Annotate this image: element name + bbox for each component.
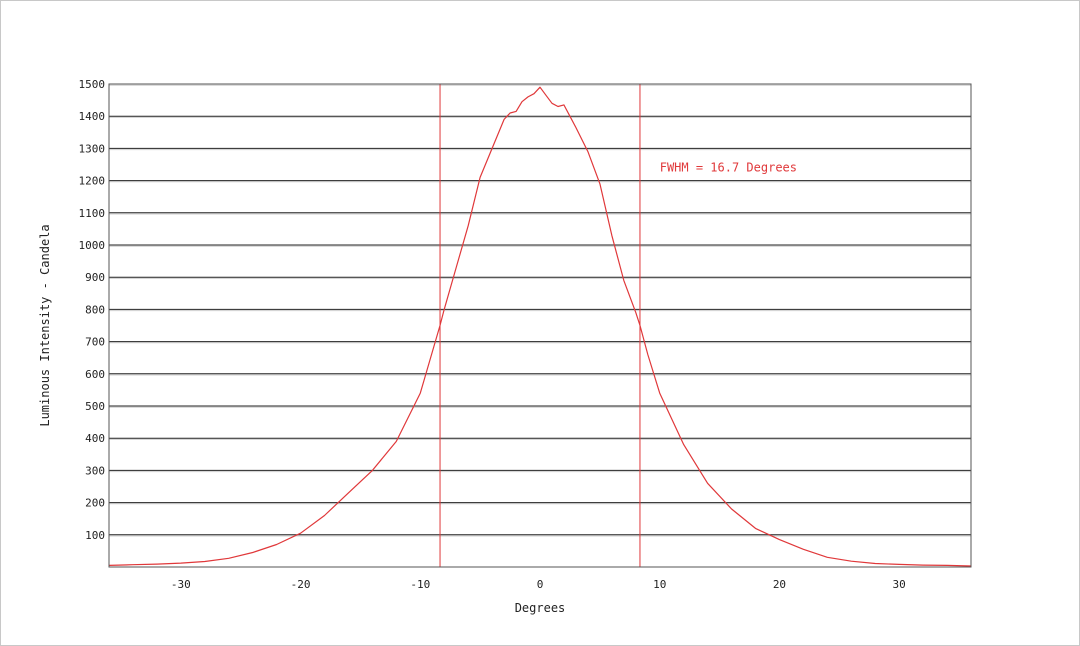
x-tick-label: 10: [653, 578, 666, 591]
y-tick-label: 200: [85, 497, 105, 510]
x-tick-label: -20: [291, 578, 311, 591]
plot-area-border: [108, 83, 972, 568]
y-tick-label: 700: [85, 336, 105, 349]
x-tick-label: -10: [410, 578, 430, 591]
y-tick-label: 800: [85, 303, 105, 316]
x-tick-label: -30: [171, 578, 191, 591]
y-tick-label: 300: [85, 464, 105, 477]
x-tick-label: 30: [893, 578, 906, 591]
intensity-series-line: [108, 86, 972, 567]
x-tick-label: 20: [773, 578, 786, 591]
y-tick-label: 1400: [79, 110, 106, 123]
y-tick-label: 400: [85, 432, 105, 445]
fwhm-annotation: FWHM = 16.7 Degrees: [660, 161, 797, 175]
y-tick-label: 900: [85, 271, 105, 284]
y-tick-label: 1200: [79, 175, 106, 188]
x-tick-label: 0: [537, 578, 544, 591]
y-tick-label: 600: [85, 368, 105, 381]
y-tick-label: 500: [85, 400, 105, 413]
y-tick-label: 1500: [79, 78, 106, 91]
y-tick-label: 1100: [79, 207, 106, 220]
y-tick-label: 1300: [79, 142, 106, 155]
x-axis-title: Degrees: [515, 601, 566, 615]
y-tick-label: 1000: [79, 239, 106, 252]
y-tick-label: 100: [85, 529, 105, 542]
y-axis-title: Luminous Intensity - Candela: [38, 224, 52, 426]
